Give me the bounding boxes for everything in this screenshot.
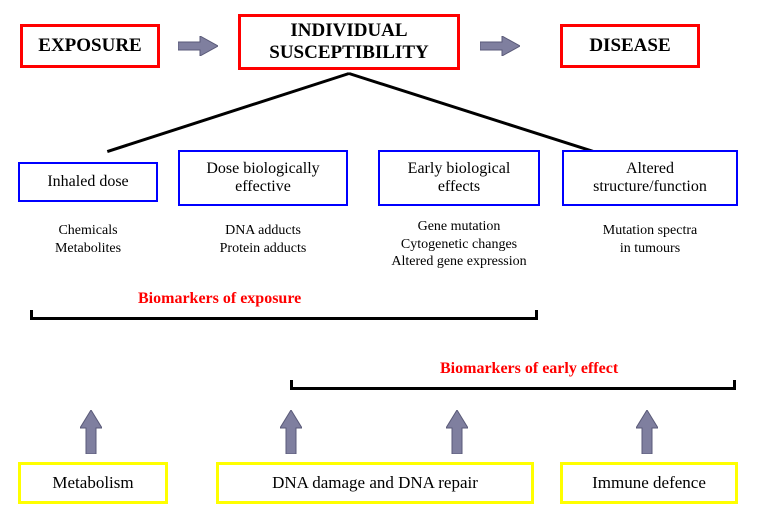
metabolism-label: Metabolism	[52, 473, 133, 493]
dose-effective-label: Dose biologically effective	[206, 160, 319, 197]
metabolism-box: Metabolism	[18, 462, 168, 504]
connector-left	[107, 72, 350, 153]
early-desc: Gene mutation Cytogenetic changes Altere…	[362, 218, 556, 271]
dose-effective-box: Dose biologically effective	[178, 150, 348, 206]
connector-right	[349, 72, 594, 153]
disease-box: DISEASE	[560, 24, 700, 68]
effect-bracket	[290, 380, 736, 390]
susceptibility-box: INDIVIDUAL SUSCEPTIBILITY	[238, 14, 460, 70]
up-arrow-3-icon	[446, 410, 468, 454]
biomarkers-effect-label: Biomarkers of early effect	[440, 360, 618, 378]
early-effects-box: Early biological effects	[378, 150, 540, 206]
dna-box: DNA damage and DNA repair	[216, 462, 534, 504]
arrow-right-1-icon	[178, 36, 218, 56]
altered-structure-box: Altered structure/function	[562, 150, 738, 206]
dna-label: DNA damage and DNA repair	[272, 473, 478, 493]
immune-label: Immune defence	[592, 473, 706, 493]
disease-label: DISEASE	[589, 35, 670, 57]
inhaled-desc: Chemicals Metabolites	[18, 222, 158, 257]
altered-desc: Mutation spectra in tumours	[562, 222, 738, 257]
arrow-right-2-icon	[480, 36, 520, 56]
early-effects-label: Early biological effects	[408, 160, 511, 197]
susceptibility-label: INDIVIDUAL SUSCEPTIBILITY	[269, 20, 428, 64]
immune-box: Immune defence	[560, 462, 738, 504]
up-arrow-4-icon	[636, 410, 658, 454]
dose-desc: DNA adducts Protein adducts	[178, 222, 348, 257]
altered-structure-label: Altered structure/function	[593, 160, 707, 197]
inhaled-dose-box: Inhaled dose	[18, 162, 158, 202]
biomarkers-exposure-label: Biomarkers of exposure	[138, 290, 301, 308]
exposure-box: EXPOSURE	[20, 24, 160, 68]
exposure-bracket	[30, 310, 538, 320]
up-arrow-2-icon	[280, 410, 302, 454]
up-arrow-1-icon	[80, 410, 102, 454]
inhaled-dose-label: Inhaled dose	[47, 173, 128, 191]
exposure-label: EXPOSURE	[38, 35, 141, 57]
